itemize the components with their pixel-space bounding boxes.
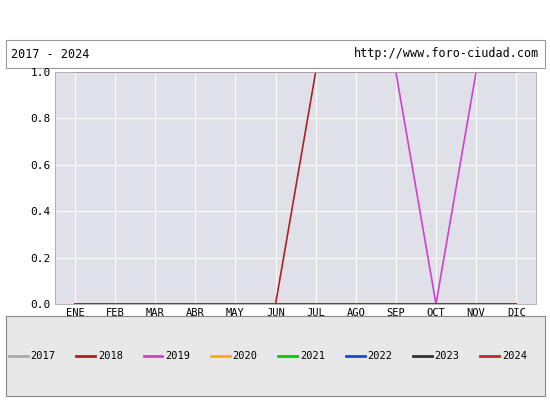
Text: http://www.foro-ciudad.com: http://www.foro-ciudad.com — [354, 48, 539, 60]
Text: 2023: 2023 — [434, 351, 460, 361]
Text: 2021: 2021 — [300, 351, 325, 361]
Text: Evolucion del paro registrado en Cirujales del Río: Evolucion del paro registrado en Cirujal… — [56, 12, 494, 28]
Text: 2017 - 2024: 2017 - 2024 — [11, 48, 89, 60]
Text: 2019: 2019 — [165, 351, 190, 361]
Text: 2020: 2020 — [233, 351, 257, 361]
Text: 2018: 2018 — [98, 351, 123, 361]
Text: 2024: 2024 — [502, 351, 527, 361]
Text: 2017: 2017 — [30, 351, 56, 361]
Text: 2022: 2022 — [367, 351, 392, 361]
